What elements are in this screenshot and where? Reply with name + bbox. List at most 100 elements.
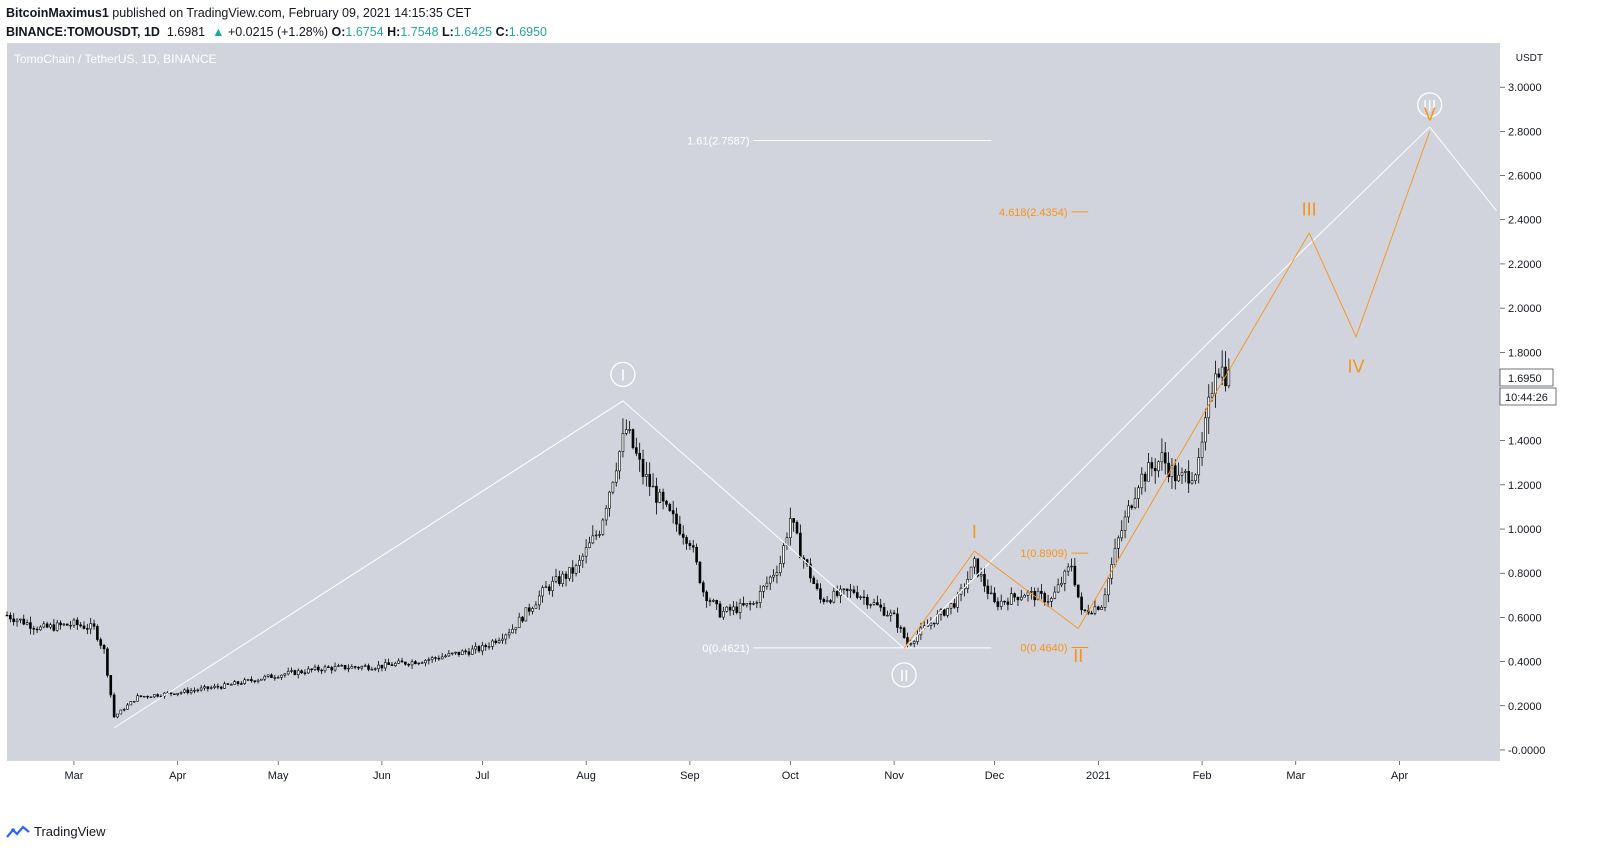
candle-body	[226, 683, 230, 685]
candle-body	[789, 518, 792, 538]
candle-body	[1177, 474, 1180, 482]
wave-label-circle	[1417, 92, 1443, 118]
candle-body	[732, 606, 735, 611]
chart-pane[interactable]	[7, 43, 1500, 761]
candle-body	[132, 700, 136, 703]
time-axis[interactable]	[7, 761, 1500, 789]
candle-body	[286, 671, 290, 675]
candle-body	[1050, 598, 1053, 602]
candle-body	[517, 616, 521, 628]
candle-body	[507, 632, 511, 636]
candle-body	[410, 661, 414, 666]
candle-body	[236, 681, 240, 684]
candle-body	[82, 625, 86, 629]
change-value: +0.0215 (+1.28%)	[227, 25, 329, 39]
candle-body	[397, 660, 400, 664]
candle-body	[986, 585, 990, 594]
candle-body	[196, 689, 200, 692]
candle-body	[444, 655, 447, 658]
candle-body	[658, 491, 662, 503]
candle-body	[203, 686, 206, 689]
candle-body	[1103, 594, 1107, 608]
candle-body	[1187, 471, 1190, 484]
candle-body	[1073, 565, 1077, 586]
candle-body	[263, 676, 267, 680]
candle-body	[440, 656, 444, 660]
candle-body	[671, 510, 675, 515]
candle-body	[1123, 516, 1127, 531]
candle-body	[1066, 566, 1070, 572]
candle-body	[825, 600, 829, 602]
candle-body	[296, 670, 300, 676]
price-tick-label: 1.2000	[1508, 480, 1542, 492]
candle-body	[537, 595, 541, 606]
candle-body	[1220, 366, 1224, 378]
candle-body	[819, 588, 822, 600]
symbol-label: BINANCE:TOMOUSDT, 1D	[6, 25, 160, 39]
candle-body	[1023, 595, 1026, 598]
price-tick-label: 0.6000	[1508, 612, 1542, 624]
candle-body	[755, 602, 759, 604]
candle-body	[628, 429, 631, 431]
time-tick-label: Aug	[576, 770, 596, 782]
candle-body	[822, 598, 826, 602]
candle-body	[290, 670, 293, 672]
price-tick-label: 0.2000	[1508, 701, 1542, 713]
white-wave-label: I	[621, 367, 625, 384]
candle-body	[859, 596, 862, 599]
candle-body	[728, 606, 732, 611]
candle-body	[1006, 601, 1010, 605]
candle-body	[1046, 601, 1050, 603]
candle-body	[655, 485, 658, 503]
candle-body	[1153, 467, 1157, 472]
candle-body	[1130, 505, 1134, 509]
candle-body	[541, 587, 544, 597]
candle-body	[624, 429, 628, 434]
candle-body	[685, 537, 688, 544]
candle-body	[604, 507, 608, 521]
candle-body	[772, 574, 775, 578]
candle-body	[976, 558, 980, 577]
candle-body	[795, 522, 799, 534]
brand-footer[interactable]: TradingView	[6, 824, 106, 839]
candle-body	[1056, 584, 1060, 593]
candle-body	[712, 600, 715, 602]
candle-body	[855, 592, 859, 598]
candle-body	[1117, 537, 1120, 549]
candle-body	[464, 650, 467, 653]
candle-body	[648, 474, 652, 487]
candle-body	[1180, 472, 1184, 476]
candle-body	[12, 618, 15, 623]
candle-body	[266, 674, 270, 677]
candle-body	[872, 602, 876, 605]
candle-body	[1003, 600, 1006, 603]
candle-body	[996, 601, 1000, 607]
candle-body	[588, 542, 591, 548]
candle-body	[233, 681, 236, 685]
candle-body	[1173, 465, 1177, 482]
candle-body	[1083, 609, 1087, 611]
candle-body	[953, 603, 956, 608]
candle-body	[899, 627, 903, 629]
candle-body	[665, 500, 668, 505]
candle-body	[768, 576, 772, 584]
candle-body	[675, 513, 678, 525]
time-tick-label: Apr	[169, 770, 186, 782]
candle-body	[179, 691, 183, 694]
candlesticks	[5, 350, 1231, 719]
candle-body	[1163, 452, 1167, 464]
time-tick-label: 2021	[1086, 770, 1110, 782]
candle-body	[62, 623, 66, 626]
candle-body	[139, 695, 143, 697]
candle-body	[849, 589, 852, 592]
candle-body	[762, 585, 765, 592]
candle-body	[112, 694, 116, 718]
candle-body	[350, 666, 354, 669]
candle-body	[55, 622, 59, 631]
candle-body	[9, 614, 12, 620]
publisher-name[interactable]: BitcoinMaximus1	[6, 6, 109, 20]
time-tick-labels: Mar Apr May Jun Jul Aug Sep Oct Nov Dec 2021 Feb Mar…	[64, 761, 1408, 782]
candle-body	[89, 623, 92, 630]
price-tick-label: 0.4000	[1508, 657, 1542, 669]
